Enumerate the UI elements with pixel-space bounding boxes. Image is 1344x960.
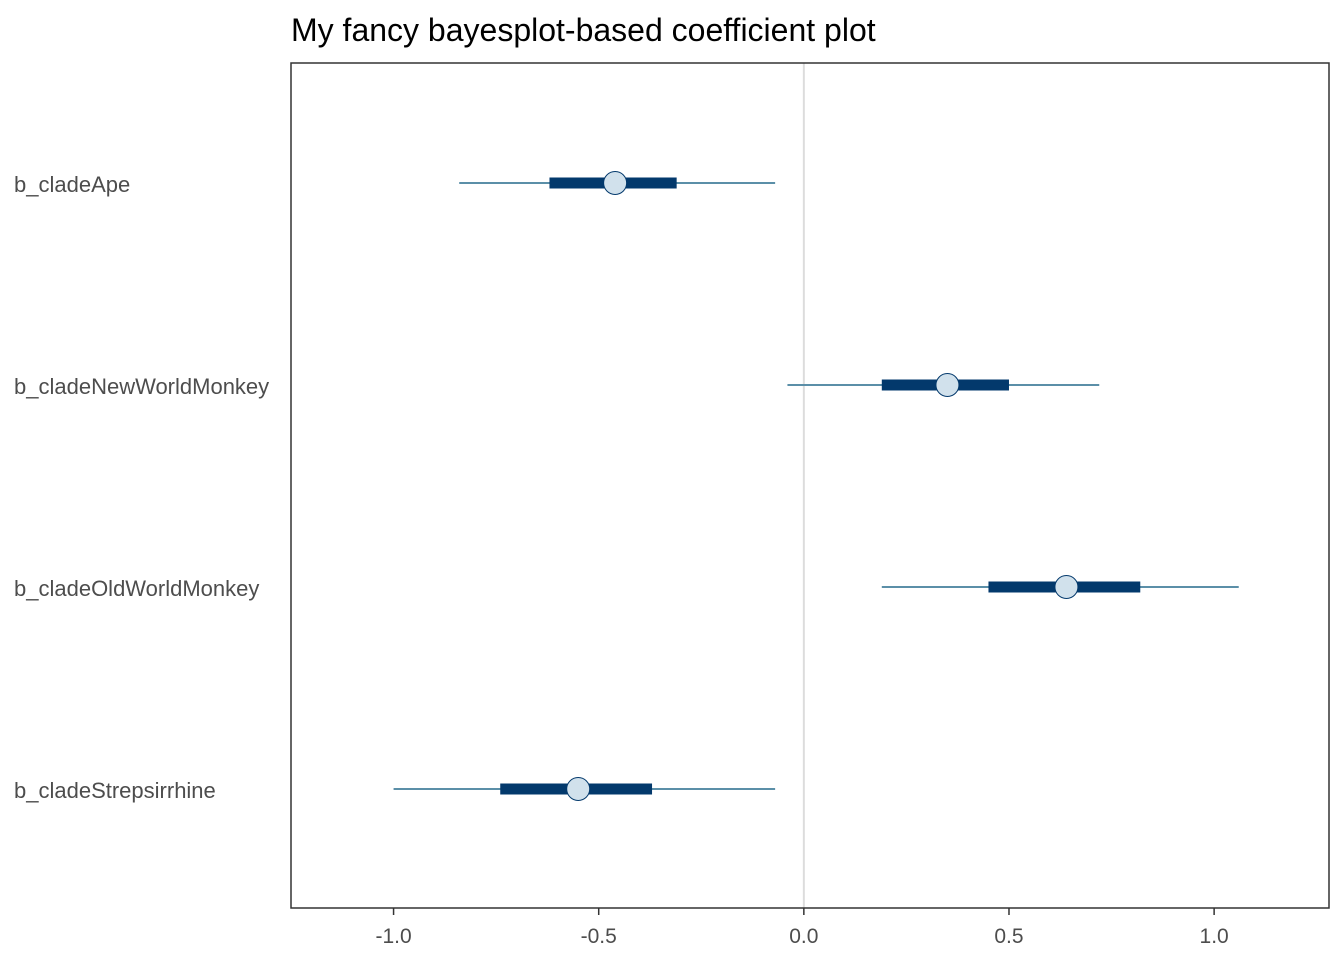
point-estimate: [603, 171, 628, 195]
y-axis-labels: b_cladeApe b_cladeNewWorldMonkey b_cladeOl…: [14, 172, 269, 803]
y-tick-label: b_cladeApe: [14, 172, 130, 197]
interval-row-0: [459, 171, 776, 195]
interval-row-1: [787, 373, 1100, 397]
x-tick-label: 1.0: [1200, 925, 1229, 948]
point-estimate: [935, 373, 960, 397]
point-estimate: [1054, 575, 1079, 599]
x-axis: -1.0 -0.5 0.0 0.5 1.0: [375, 908, 1229, 948]
y-tick-label: b_cladeStrepsirrhine: [14, 778, 216, 803]
interval-marks: [393, 171, 1239, 801]
y-tick-label: b_cladeOldWorldMonkey: [14, 576, 259, 601]
point-estimate: [566, 777, 591, 801]
x-tick-label: 0.5: [994, 925, 1023, 948]
panel-border: [290, 62, 1330, 909]
y-tick-label: b_cladeNewWorldMonkey: [14, 374, 269, 399]
interval-row-3: [393, 777, 776, 801]
x-tick-label: 0.0: [789, 925, 818, 948]
x-tick-label: -0.5: [581, 925, 617, 948]
x-tick-label: -1.0: [375, 925, 411, 948]
chart-title: My fancy bayesplot-based coefficient plo…: [291, 12, 876, 48]
interval-row-2: [881, 575, 1239, 599]
